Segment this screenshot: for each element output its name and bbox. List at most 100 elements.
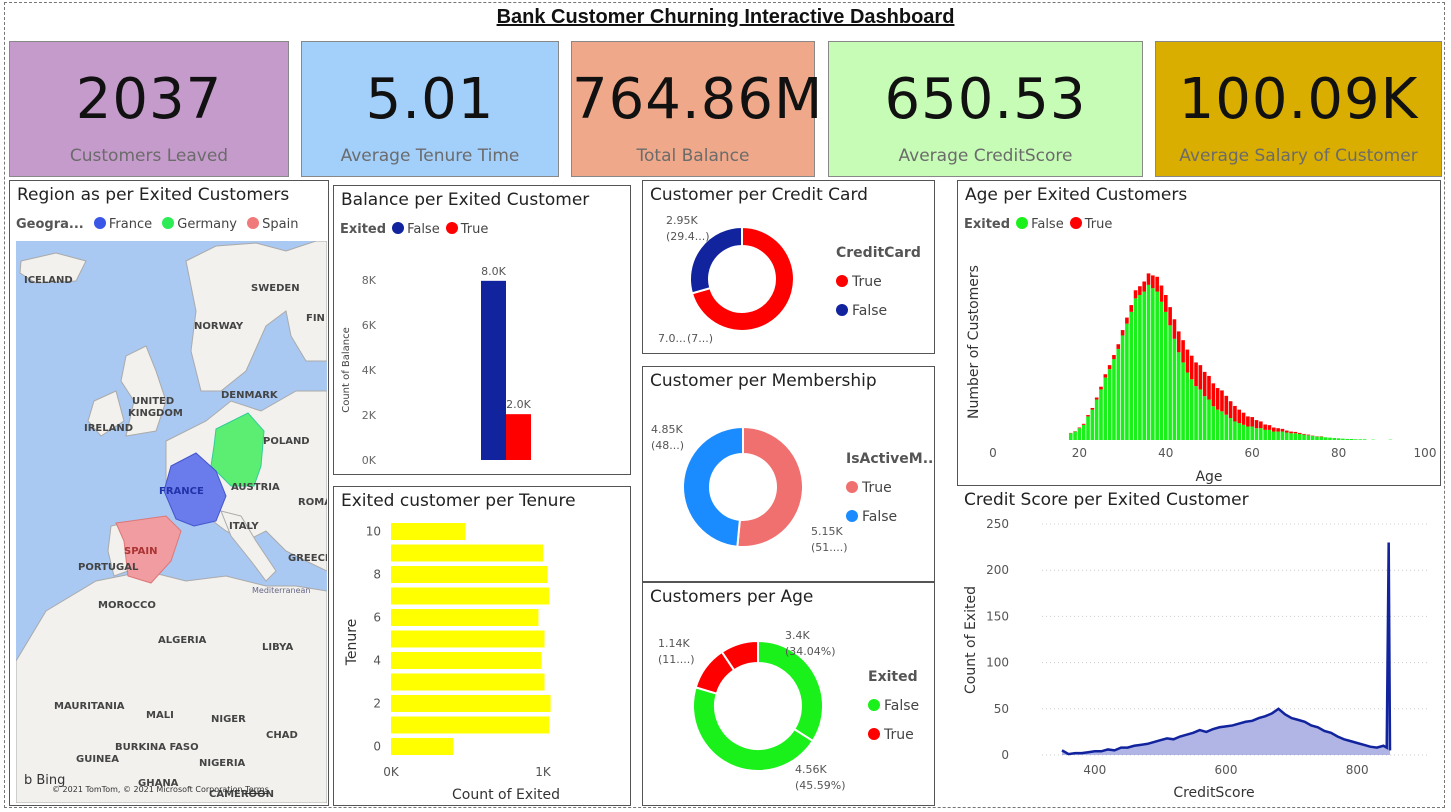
map-label: GREECI <box>288 553 327 564</box>
slice-label: 4.85K <box>651 423 683 436</box>
age-bar-true <box>1220 390 1224 412</box>
ireland-land <box>87 390 125 437</box>
age-bar-true <box>1112 355 1116 360</box>
legend-label: True <box>883 727 914 743</box>
bing-text: Bing <box>36 773 66 788</box>
age-bar-true <box>1202 371 1207 397</box>
agepie-chart[interactable]: Exited False True 3.4K (34.04%) 4.56K (45.59%)… <box>643 609 935 805</box>
age-bar-false <box>1194 386 1198 440</box>
age-bar-false <box>1293 433 1298 440</box>
slice-label: (51....) <box>811 541 848 554</box>
copyright-text: © 2021 TomTom, © 2021 Microsoft Corporat… <box>52 785 243 794</box>
map-label: MALI <box>146 710 174 721</box>
y-tick-label: 250 <box>986 517 1009 531</box>
kpi-card-average-tenure[interactable]: 5.01 Average Tenure Time <box>301 41 559 177</box>
age-bar-false <box>1176 352 1181 440</box>
map-label: ROMA <box>298 497 327 508</box>
slice-label: (45.59%) <box>795 779 846 792</box>
x-tick-label: 100 <box>1414 446 1437 460</box>
age-bar-true <box>1077 427 1082 429</box>
credit-line <box>1061 542 1392 756</box>
tenure-bar-3 <box>391 673 545 691</box>
kpi-card-average-salary[interactable]: 100.09K Average Salary of Customer <box>1155 41 1442 177</box>
map-label: ITALY <box>229 521 259 532</box>
y-axis-label: Tenure <box>344 619 360 667</box>
x-axis-label: CreditScore <box>1173 785 1254 801</box>
tenure-panel[interactable]: Exited customer per Tenure 10 8 6 4 2 0 0K 1K Co… <box>333 486 631 806</box>
tenure-bar-6 <box>391 609 539 626</box>
age-bar-true <box>1263 424 1267 430</box>
y-tick-label: 4K <box>362 364 377 377</box>
balance-chart[interactable]: 0K 2K 4K 6K 8K Count of Balance 8.0K 2.0K <box>334 246 631 474</box>
creditcard-chart[interactable]: CreditCard True False 2.95K (29.4...) 7.0...(… <box>643 207 935 353</box>
map-label: Mediterranean <box>252 586 311 595</box>
agehist-panel[interactable]: Age per Exited Customers Exited False True… <box>957 180 1441 486</box>
legend-dot <box>1016 217 1029 229</box>
membership-panel[interactable]: Customer per Membership IsActiveM... True… <box>642 366 935 582</box>
map-panel[interactable]: Region as per Exited Customers Geogra...… <box>9 180 329 806</box>
balance-legend: Exited False True <box>340 222 488 237</box>
kpi-value: 5.01 <box>365 67 495 132</box>
age-bar-false <box>1336 438 1341 440</box>
balance-title: Balance per Exited Customer <box>341 190 590 210</box>
age-bar-true <box>1176 331 1181 353</box>
legend-dot-spain <box>247 217 260 229</box>
y-tick-label: 0 <box>1001 748 1009 762</box>
y-tick-label: 100 <box>986 656 1009 670</box>
age-bar-false <box>1073 431 1077 440</box>
age-bar-true <box>1107 365 1112 370</box>
age-bar-true <box>1267 425 1272 430</box>
age-bar-false <box>1198 389 1203 440</box>
tenure-chart[interactable]: 10 8 6 4 2 00K 1K Count of Exited Tenure <box>334 517 631 805</box>
kpi-card-total-balance[interactable]: 764.86M Total Balance <box>571 41 822 177</box>
age-bar-false <box>1077 428 1082 440</box>
age-bar-true <box>1254 420 1259 429</box>
legend-label[interactable]: True <box>1084 217 1113 232</box>
map-label: CAMEROON <box>209 789 274 800</box>
balance-panel[interactable]: Balance per Exited Customer Exited False T… <box>333 185 631 475</box>
age-bar-true <box>1116 344 1121 349</box>
legend-label: False <box>862 509 897 525</box>
legend-label[interactable]: False <box>1031 217 1064 232</box>
map-canvas[interactable]: ICELAND SWEDEN FIN NORWAY DENMARK UNITEDKINGD… <box>16 241 327 803</box>
age-bar-true <box>1250 417 1254 427</box>
map-label: ICELAND <box>24 275 73 286</box>
legend-dot <box>445 222 458 234</box>
map-label: DENMARK <box>221 390 279 401</box>
credit-chart[interactable]: 0 50 100 150 200 250 400 600 800 CreditScore Count… <box>957 514 1441 804</box>
kpi-value: 100.09K <box>1178 67 1419 132</box>
age-bar-true <box>1259 421 1263 429</box>
map-label: NIGERIA <box>199 758 246 769</box>
kpi-card-customers-leaved[interactable]: 2037 Customers Leaved <box>9 41 289 177</box>
map-label: UNITED <box>132 396 174 407</box>
bar-false <box>481 280 506 460</box>
kpi-card-average-creditscore[interactable]: 650.53 Average CreditScore <box>828 41 1143 177</box>
y-tick-label: 2 <box>373 697 381 711</box>
agehist-legend: Exited False True <box>964 217 1112 232</box>
age-bar-true <box>1146 273 1151 285</box>
age-bar-false <box>1280 431 1285 440</box>
slice-label: 4.56K <box>795 763 827 776</box>
agepie-panel[interactable]: Customers per Age Exited False True 3.4K (34… <box>642 582 935 806</box>
legend-label[interactable]: True <box>460 222 489 237</box>
map-label: CHAD <box>266 730 298 741</box>
slice-label: (7...) <box>687 332 713 345</box>
legend-label[interactable]: False <box>407 222 440 237</box>
legend-label: True <box>851 274 882 290</box>
age-bar-true <box>1280 428 1285 432</box>
age-bar-true <box>1185 349 1190 373</box>
credit-panel[interactable]: Credit Score per Exited Customer 0 50 100 1… <box>957 486 1441 806</box>
age-bar-false <box>1284 432 1289 440</box>
age-bar-true <box>1189 355 1194 380</box>
age-bar-false <box>1297 433 1302 440</box>
agehist-chart[interactable]: 0 20 40 60 80 100 Age Number of Customers <box>958 241 1441 485</box>
age-bar-false <box>1164 311 1168 440</box>
membership-chart[interactable]: IsActiveM... True False 4.85K (48...) 5.15K (5… <box>643 393 935 581</box>
age-bar-true <box>1198 365 1203 390</box>
map-label: GHANA <box>138 778 179 789</box>
terms-link[interactable]: Terms <box>245 785 269 794</box>
age-bar-false <box>1267 429 1272 440</box>
age-bar-true <box>1129 305 1134 312</box>
membership-title: Customer per Membership <box>650 371 877 391</box>
creditcard-panel[interactable]: Customer per Credit Card CreditCard True F… <box>642 180 935 354</box>
